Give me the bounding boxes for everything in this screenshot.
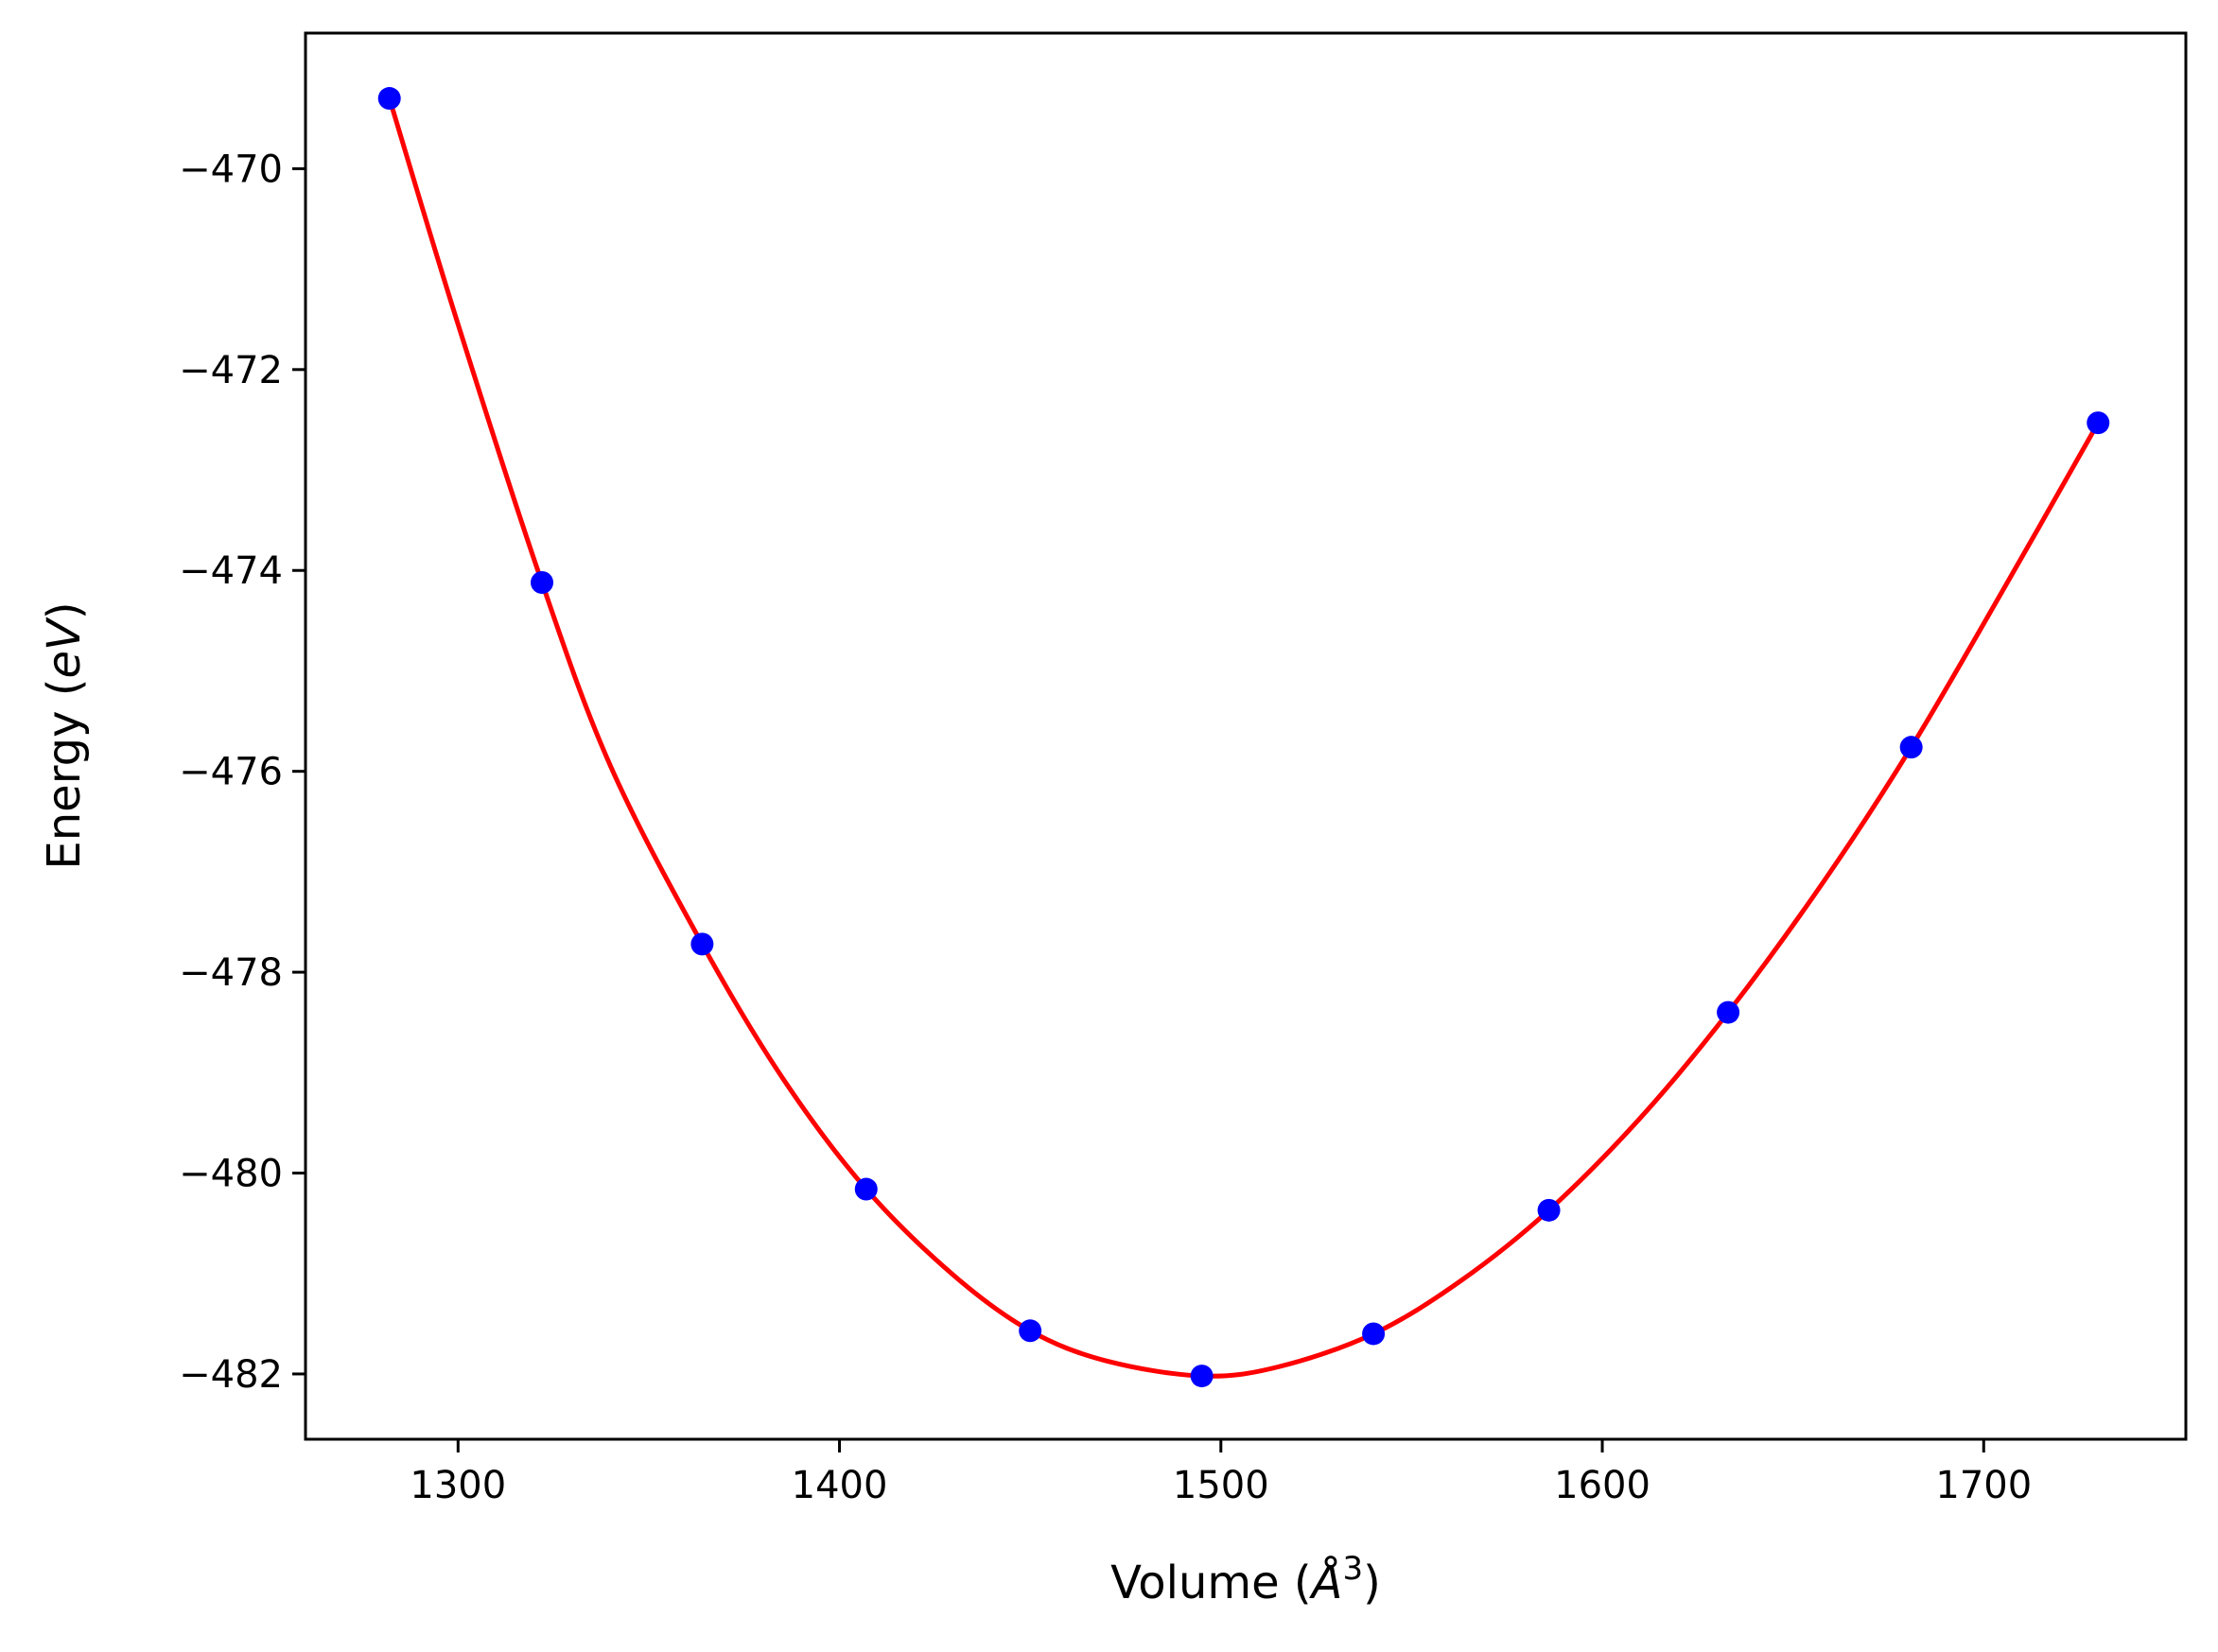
x-tick-label: 1600 bbox=[1554, 1464, 1650, 1507]
x-axis: 1300 1400 1500 1600 1700 bbox=[410, 1439, 2032, 1507]
y-axis-label-prefix: Energy ( bbox=[38, 679, 91, 870]
data-point bbox=[1717, 1000, 1740, 1024]
x-axis-label-unit: Å bbox=[1309, 1556, 1343, 1609]
x-axis-label-sup: 3 bbox=[1342, 1550, 1363, 1588]
y-tick-label: −476 bbox=[179, 751, 283, 794]
y-axis-label-suffix: ) bbox=[38, 601, 91, 619]
y-axis-label-unit: eV bbox=[38, 617, 91, 679]
y-tick-label: −474 bbox=[179, 549, 283, 593]
data-point bbox=[1899, 736, 1923, 759]
x-tick-label: 1300 bbox=[410, 1464, 506, 1507]
x-axis-label-suffix: ) bbox=[1363, 1556, 1381, 1609]
plot-frame bbox=[304, 31, 2188, 1441]
data-point bbox=[2087, 411, 2110, 435]
data-point bbox=[1019, 1319, 1042, 1343]
data-point bbox=[1190, 1365, 1214, 1388]
data-point bbox=[1537, 1198, 1561, 1222]
y-axis-label: Energy (eV) bbox=[38, 601, 91, 869]
y-tick-label: −478 bbox=[179, 951, 283, 995]
data-point bbox=[531, 570, 554, 594]
y-tick-label: −472 bbox=[179, 349, 283, 392]
data-point bbox=[1362, 1322, 1386, 1346]
x-tick-label: 1400 bbox=[792, 1464, 888, 1507]
fit-curve bbox=[387, 97, 2101, 1379]
y-tick-label: −470 bbox=[179, 148, 283, 191]
data-point bbox=[690, 932, 714, 956]
x-axis-label-prefix: Volume ( bbox=[1110, 1556, 1312, 1609]
data-point bbox=[377, 87, 401, 111]
y-tick-label: −480 bbox=[179, 1153, 283, 1196]
data-point bbox=[854, 1177, 878, 1201]
x-axis-label: Volume (Å3) bbox=[1110, 1550, 1381, 1609]
x-tick-label: 1500 bbox=[1173, 1464, 1269, 1507]
x-tick-label: 1700 bbox=[1935, 1464, 2032, 1507]
plot-area bbox=[377, 87, 2110, 1388]
y-axis: −470 −472 −474 −476 −478 −480 −482 bbox=[179, 148, 306, 1397]
y-tick-label: −482 bbox=[179, 1353, 283, 1397]
